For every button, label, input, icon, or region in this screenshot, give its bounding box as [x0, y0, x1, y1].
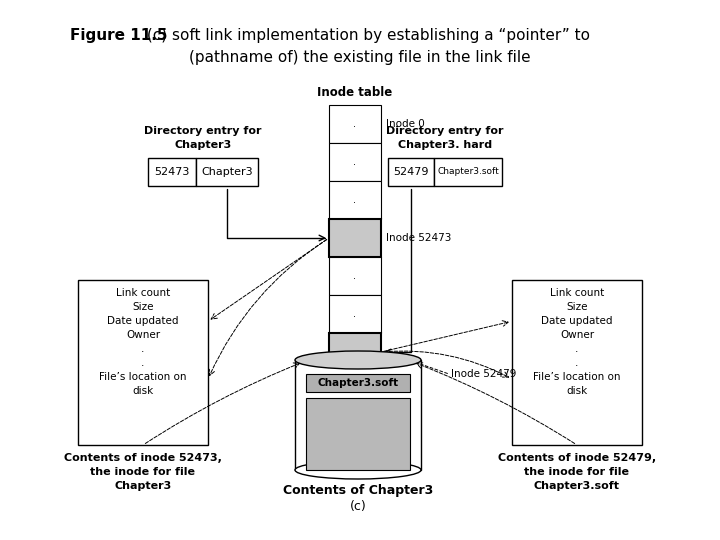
Text: Directory entry for: Directory entry for: [386, 126, 504, 136]
Ellipse shape: [295, 351, 421, 369]
Text: Chapter3.soft: Chapter3.soft: [437, 167, 499, 177]
Text: Chapter3. hard: Chapter3. hard: [398, 140, 492, 150]
Text: the inode for file: the inode for file: [524, 467, 629, 477]
Bar: [306, 374, 410, 392]
Text: Inode 52479: Inode 52479: [451, 369, 516, 379]
Text: .: .: [354, 195, 356, 205]
Text: Chapter3: Chapter3: [114, 481, 171, 491]
Bar: [329, 219, 381, 257]
Text: Link count
Size
Date updated
Owner
.
.
File’s location on
disk: Link count Size Date updated Owner . . F…: [534, 288, 621, 396]
Bar: [329, 371, 381, 409]
Text: 52473: 52473: [154, 167, 189, 177]
Text: .: .: [354, 385, 356, 395]
Bar: [196, 158, 258, 186]
Bar: [306, 398, 410, 470]
Bar: [329, 143, 381, 181]
Text: Inode table: Inode table: [318, 86, 392, 99]
Text: Chapter3: Chapter3: [174, 140, 232, 150]
Text: (c): (c): [350, 500, 366, 513]
Text: 52479: 52479: [393, 167, 428, 177]
Text: Contents of inode 52479,: Contents of inode 52479,: [498, 453, 656, 463]
Bar: [329, 105, 381, 143]
Bar: [329, 333, 381, 371]
Bar: [295, 360, 421, 470]
Ellipse shape: [295, 461, 421, 479]
Bar: [512, 280, 642, 445]
Text: .: .: [354, 347, 356, 357]
Text: the inode for file: the inode for file: [91, 467, 196, 477]
Text: Figure 11.5: Figure 11.5: [70, 28, 168, 43]
Text: (c) soft link implementation by establishing a “pointer” to: (c) soft link implementation by establis…: [142, 28, 590, 43]
Text: .: .: [354, 271, 356, 281]
Bar: [78, 280, 208, 445]
Bar: [434, 158, 502, 186]
Text: Contents of inode 52473,: Contents of inode 52473,: [64, 453, 222, 463]
Text: Chapter3: Chapter3: [201, 167, 253, 177]
Text: .: .: [354, 119, 356, 129]
Text: Chapter3.soft: Chapter3.soft: [534, 481, 620, 491]
Text: (pathname of) the existing file in the link file: (pathname of) the existing file in the l…: [189, 50, 531, 65]
Text: Contents of Chapter3: Contents of Chapter3: [283, 484, 433, 497]
Text: Directory entry for: Directory entry for: [144, 126, 262, 136]
Bar: [329, 295, 381, 333]
Bar: [329, 181, 381, 219]
Text: .: .: [354, 309, 356, 319]
Text: .: .: [354, 157, 356, 167]
Text: Chapter3.soft: Chapter3.soft: [318, 378, 399, 388]
Text: Inode 52473: Inode 52473: [386, 233, 451, 243]
Bar: [388, 158, 434, 186]
Bar: [148, 158, 196, 186]
Bar: [329, 257, 381, 295]
Text: Inode 0: Inode 0: [386, 119, 425, 129]
Text: Link count
Size
Date updated
Owner
.
.
File’s location on
disk: Link count Size Date updated Owner . . F…: [99, 288, 186, 396]
